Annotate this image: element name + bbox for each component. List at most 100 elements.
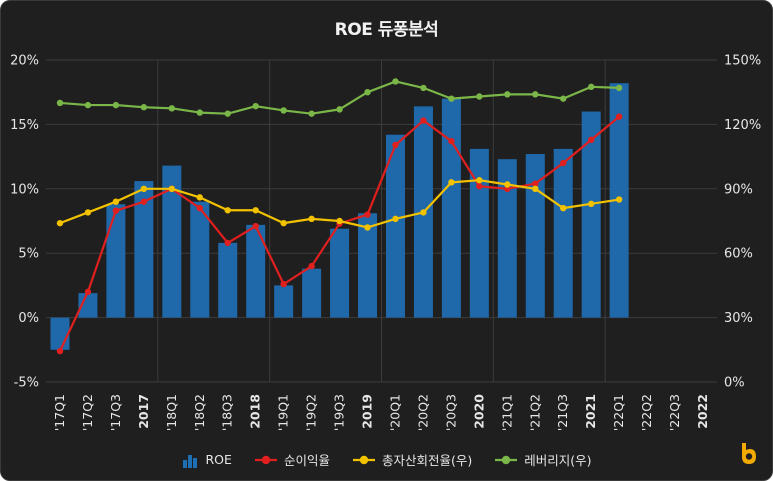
line-net-margin-point [196, 204, 203, 212]
line-net-margin-point [560, 159, 567, 167]
line-asset-turnover-point [504, 181, 511, 188]
bar-roe [190, 201, 210, 318]
line-leverage-point [587, 83, 595, 91]
y-right-tick-label: 120% [724, 118, 761, 133]
line-leverage-point [224, 110, 231, 117]
line-net-margin-point [280, 280, 287, 288]
line-net-margin-point [308, 262, 315, 270]
legend-item: 레버리지(우) [494, 450, 591, 469]
bar-roe [106, 204, 126, 318]
y-left-tick-label: 15% [10, 118, 39, 133]
line-asset-turnover-point [84, 209, 92, 216]
chart-title: ROE 듀퐁분석 [334, 20, 439, 40]
line-leverage-point [420, 84, 427, 92]
line-leverage-point [56, 99, 64, 107]
x-tick-label: '22Q3 [667, 394, 682, 431]
line-asset-turnover-point [364, 224, 371, 231]
line-asset-turnover-point [140, 185, 148, 192]
x-tick-label: '21Q2 [527, 394, 542, 431]
x-tick-label: '18Q3 [220, 394, 235, 431]
y-left-tick-label: 10% [10, 182, 39, 197]
line-asset-turnover-point [587, 200, 595, 208]
bar-roe [553, 148, 573, 318]
bar-roe [469, 148, 489, 318]
line-asset-turnover-point [196, 194, 203, 201]
line-net-margin-point [532, 180, 539, 187]
line-leverage-point [336, 106, 343, 113]
legend-line-icon [352, 455, 375, 464]
y-right-tick-label: 60% [724, 247, 753, 262]
dupont-chart: -5% 0% 5% 10% 15% 20% 0% 30% 60% 90% 120% 150% '17Q1… [10, 54, 761, 432]
line-net-margin-point [392, 141, 399, 149]
x-tick-label: 2020 [471, 394, 486, 429]
x-tick-label: '19Q3 [332, 394, 347, 431]
line-leverage-point [140, 104, 148, 111]
x-tick-label: 2017 [136, 394, 151, 429]
bar-roe [78, 293, 98, 318]
line-net-margin-point [112, 207, 120, 214]
y-right-tick-label: 90% [724, 182, 753, 197]
x-tick-label: 2018 [248, 394, 263, 429]
line-leverage-point [308, 110, 315, 117]
x-tick-label: '19Q1 [276, 394, 291, 431]
line-leverage-point [280, 107, 287, 114]
bar-roe [134, 181, 154, 318]
line-net-margin-point [420, 117, 427, 124]
line-asset-turnover-point [280, 219, 287, 227]
line-asset-turnover-point [252, 207, 259, 214]
y-left-tick-label: -5% [14, 376, 39, 391]
line-net-margin-point [252, 222, 259, 230]
bar-roe [162, 165, 182, 318]
y-left-tick-label: 0% [18, 311, 39, 326]
x-tick-label: '20Q3 [443, 394, 458, 431]
x-tick-label: 2021 [583, 394, 598, 429]
bar-roe [497, 159, 517, 318]
line-asset-turnover-point [392, 215, 399, 223]
legend-line-icon [254, 455, 277, 464]
legend-label: 레버리지(우) [524, 453, 592, 468]
x-tick-label: '21Q1 [499, 394, 514, 431]
line-net-margin-point [140, 198, 148, 205]
x-tick-label: '18Q2 [192, 394, 207, 431]
bar-roe [581, 111, 601, 318]
x-tick-label: '18Q1 [164, 394, 179, 431]
line-net-margin-point [364, 211, 371, 218]
line-leverage-point [112, 101, 120, 109]
x-tick-label: '21Q3 [555, 394, 570, 431]
line-asset-turnover-point [532, 185, 539, 192]
bar-roe [302, 268, 322, 318]
bar-roe [525, 154, 545, 318]
brand-logo-icon [742, 443, 756, 464]
bar-roe [358, 213, 378, 318]
chart-legend: ROE 순이익율 총자산회전율(우) 레버리지(우) [1, 450, 772, 469]
line-net-margin-point [448, 137, 455, 145]
legend-item: 순이익율 [254, 450, 330, 469]
line-asset-turnover-point [336, 217, 343, 225]
line-leverage-point [504, 91, 511, 98]
line-asset-turnover-point [168, 185, 176, 192]
line-leverage-point [392, 78, 399, 85]
y-right-tick-label: 30% [724, 311, 753, 326]
line-net-margin-point [587, 136, 595, 144]
line-asset-turnover-point [420, 209, 427, 216]
y-right-tick-label: 150% [724, 54, 761, 69]
line-leverage-point [196, 109, 203, 116]
bar-roe [385, 134, 405, 318]
line-asset-turnover-point [615, 196, 623, 203]
line-asset-turnover-point [112, 198, 120, 205]
line-net-margin-point [476, 183, 483, 190]
legend-line-icon [495, 455, 518, 464]
legend-bar-icon [182, 454, 197, 468]
x-tick-label: '20Q1 [387, 394, 402, 431]
x-tick-label: '22Q1 [611, 394, 626, 431]
line-leverage-point [84, 101, 92, 109]
line-asset-turnover-point [560, 204, 567, 212]
line-leverage-point [364, 89, 371, 96]
legend-label: 순이익율 [283, 453, 330, 468]
line-leverage-point [560, 95, 567, 102]
line-asset-turnover-point [224, 207, 231, 214]
line-leverage-point [448, 95, 455, 102]
line-asset-turnover-point [56, 219, 64, 227]
x-tick-label: 2022 [695, 394, 710, 429]
